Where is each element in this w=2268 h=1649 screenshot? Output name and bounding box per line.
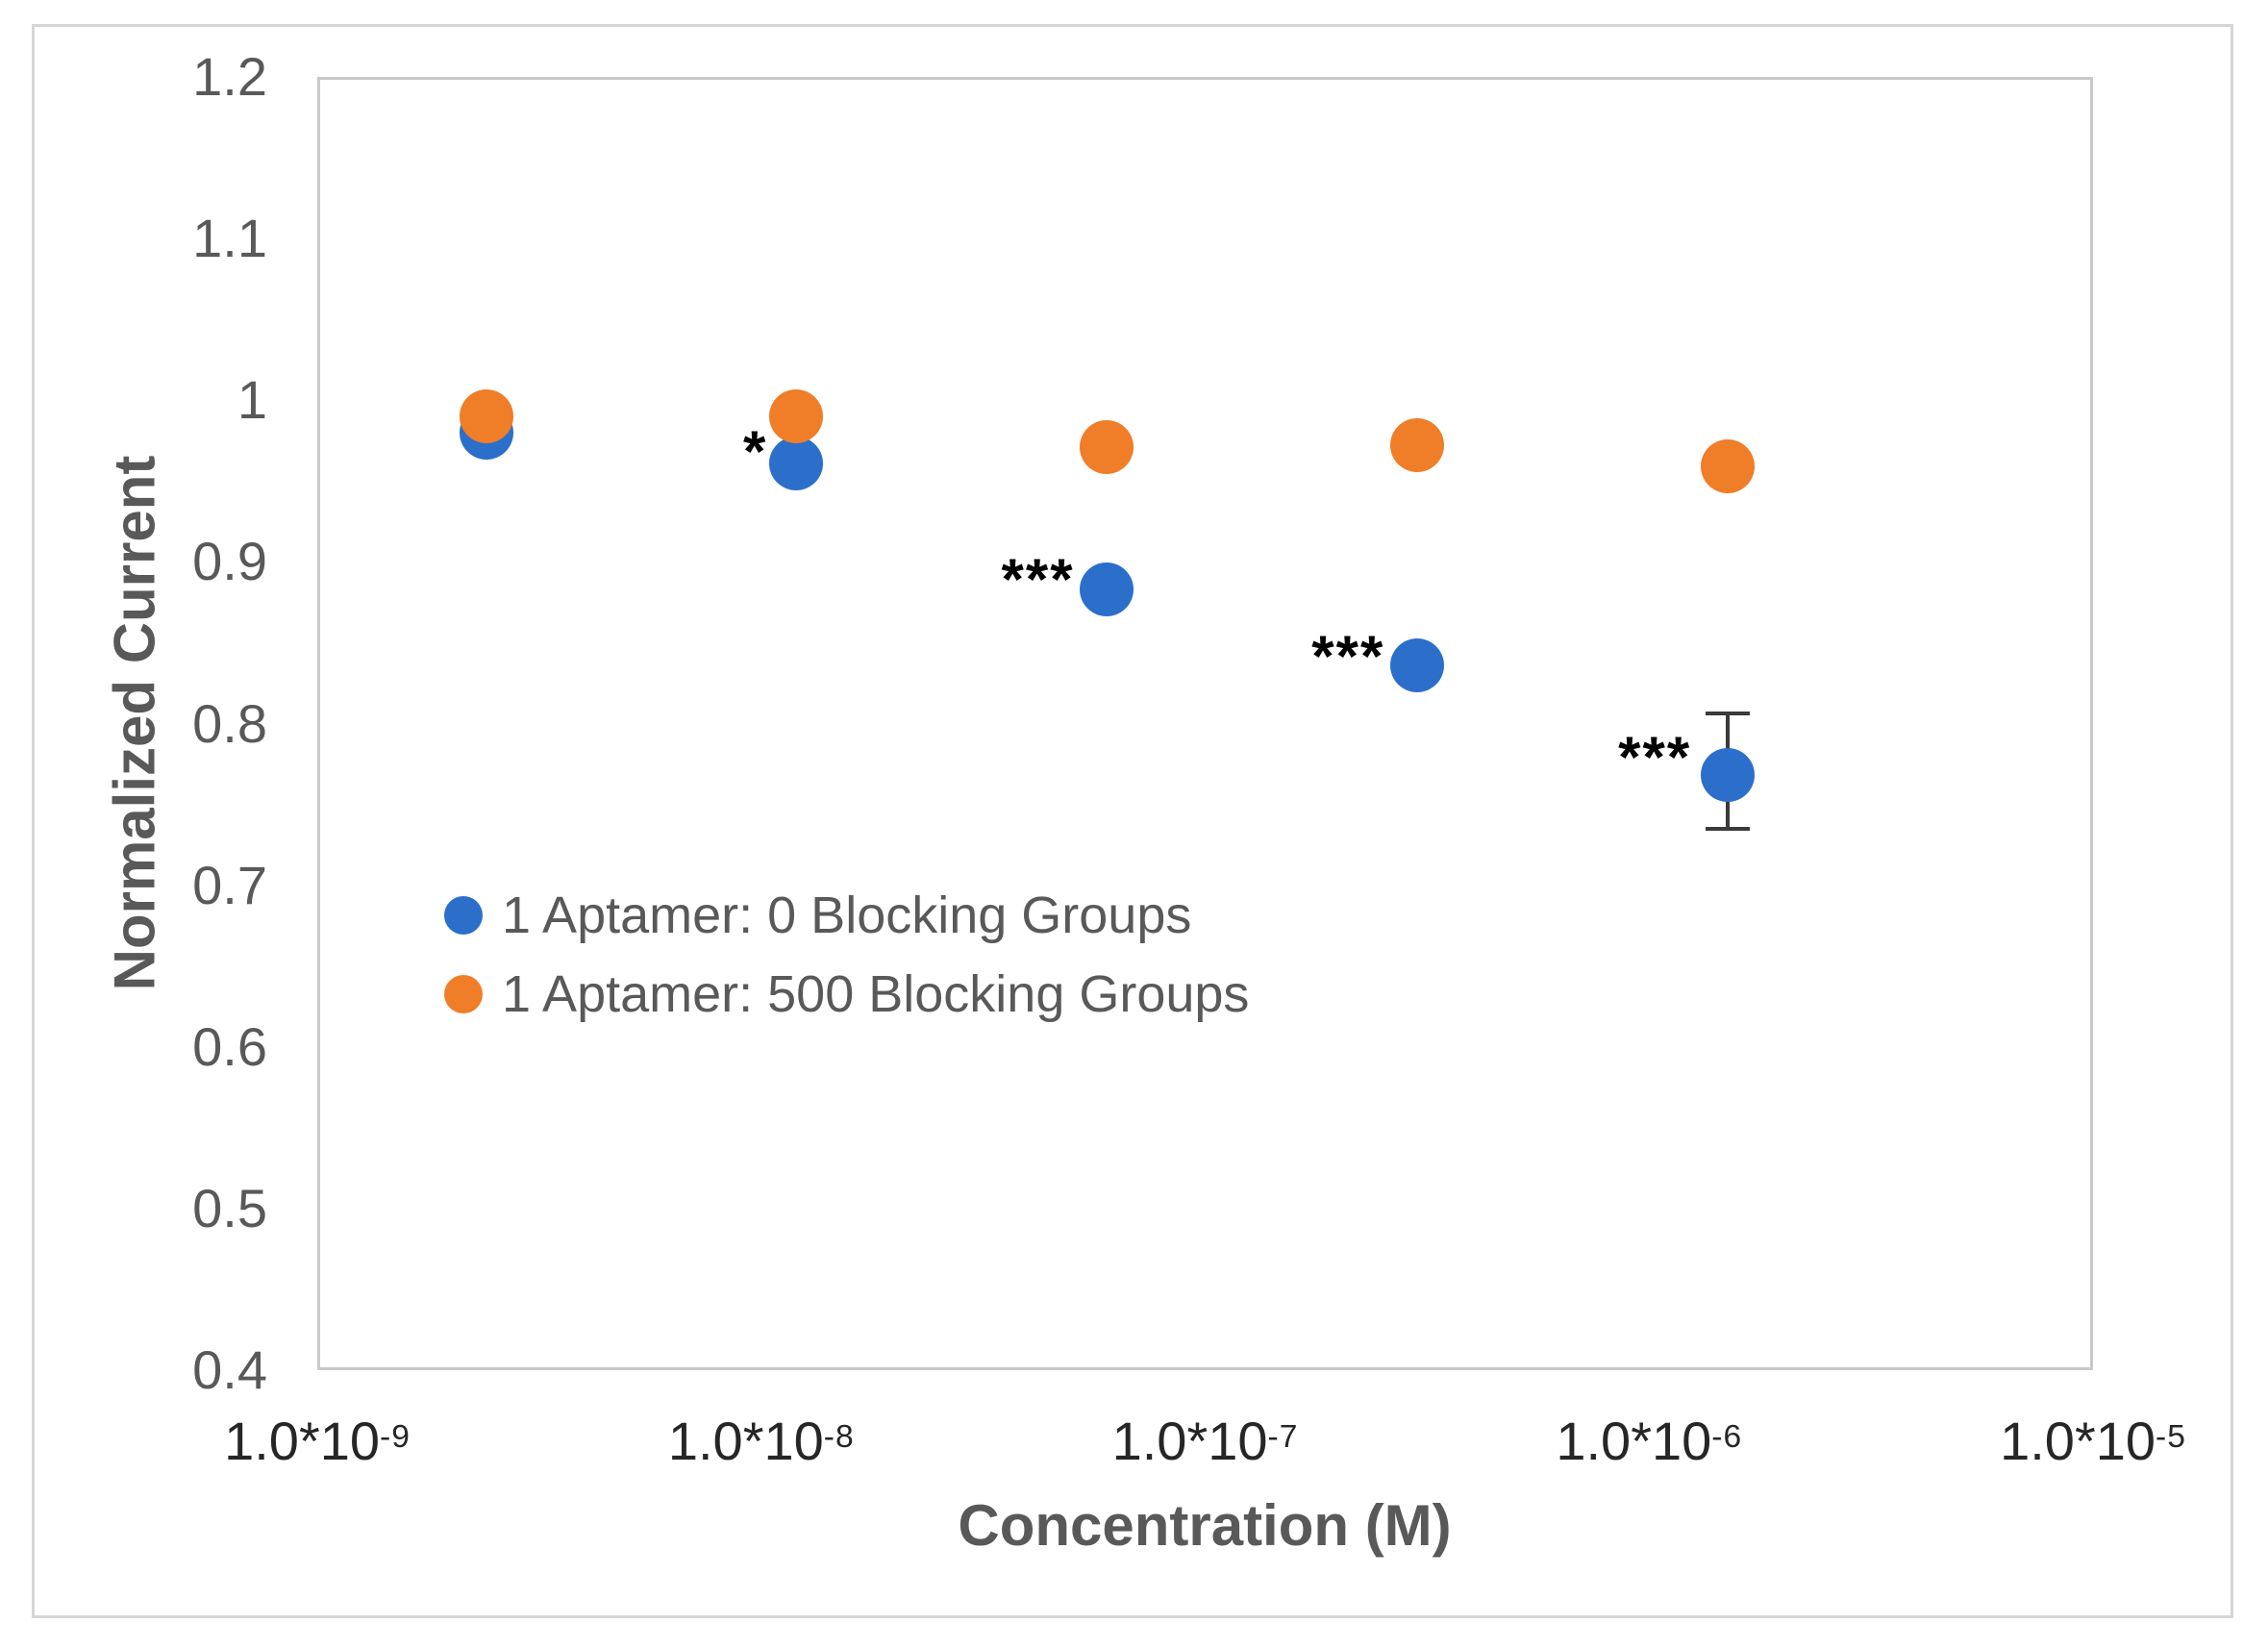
- x-axis-title: Concentration (M): [958, 1493, 1452, 1558]
- data-point-series-1: [1389, 418, 1444, 473]
- legend-label: 1 Aptamer: 500 Blocking Groups: [502, 965, 1250, 1023]
- legend-marker-orange-icon: [444, 975, 483, 1013]
- y-tick-label: 0.5: [192, 1177, 267, 1238]
- y-tick-label: 0.9: [192, 531, 267, 592]
- data-point-series-1: [1080, 420, 1134, 474]
- legend-item-0-blocking: 1 Aptamer: 0 Blocking Groups: [444, 883, 1249, 948]
- data-point-series-1: [1700, 439, 1755, 494]
- y-tick-label: 1.1: [192, 208, 267, 269]
- data-point-series-0: [1389, 637, 1444, 692]
- significance-marker: ***: [1001, 546, 1075, 612]
- y-tick-label: 0.8: [192, 692, 267, 754]
- significance-marker: *: [742, 418, 768, 484]
- y-tick-label: 1: [237, 369, 267, 431]
- x-tick-label: 1.0*10-7: [1111, 1411, 1299, 1471]
- x-tick-label: 1.0*10-5: [2000, 1411, 2186, 1471]
- legend-item-500-blocking: 1 Aptamer: 500 Blocking Groups: [444, 962, 1249, 1027]
- y-tick-label: 1.2: [192, 46, 267, 107]
- significance-marker: ***: [1311, 624, 1385, 689]
- y-tick-label: 0.7: [192, 854, 267, 915]
- legend-label: 1 Aptamer: 0 Blocking Groups: [502, 887, 1192, 944]
- y-tick-label: 0.6: [192, 1015, 267, 1077]
- x-tick-label: 1.0*10-6: [1556, 1411, 1743, 1471]
- data-point-series-0: [769, 436, 824, 490]
- error-bar-cap-top: [1705, 712, 1750, 716]
- significance-marker: ***: [1618, 724, 1692, 789]
- plot-area: [317, 77, 2093, 1370]
- x-tick-label: 1.0*10-8: [667, 1411, 855, 1471]
- data-point-series-0: [1080, 562, 1134, 616]
- y-tick-label: 0.4: [192, 1339, 267, 1400]
- x-tick-label: 1.0*10-9: [224, 1411, 411, 1471]
- error-bar-cap-bottom: [1705, 826, 1750, 831]
- data-point-series-1: [459, 389, 513, 444]
- data-point-series-0: [1700, 748, 1755, 803]
- legend: 1 Aptamer: 0 Blocking Groups 1 Aptamer: …: [444, 883, 1249, 1027]
- data-point-series-1: [769, 389, 824, 444]
- legend-marker-blue-icon: [444, 896, 483, 935]
